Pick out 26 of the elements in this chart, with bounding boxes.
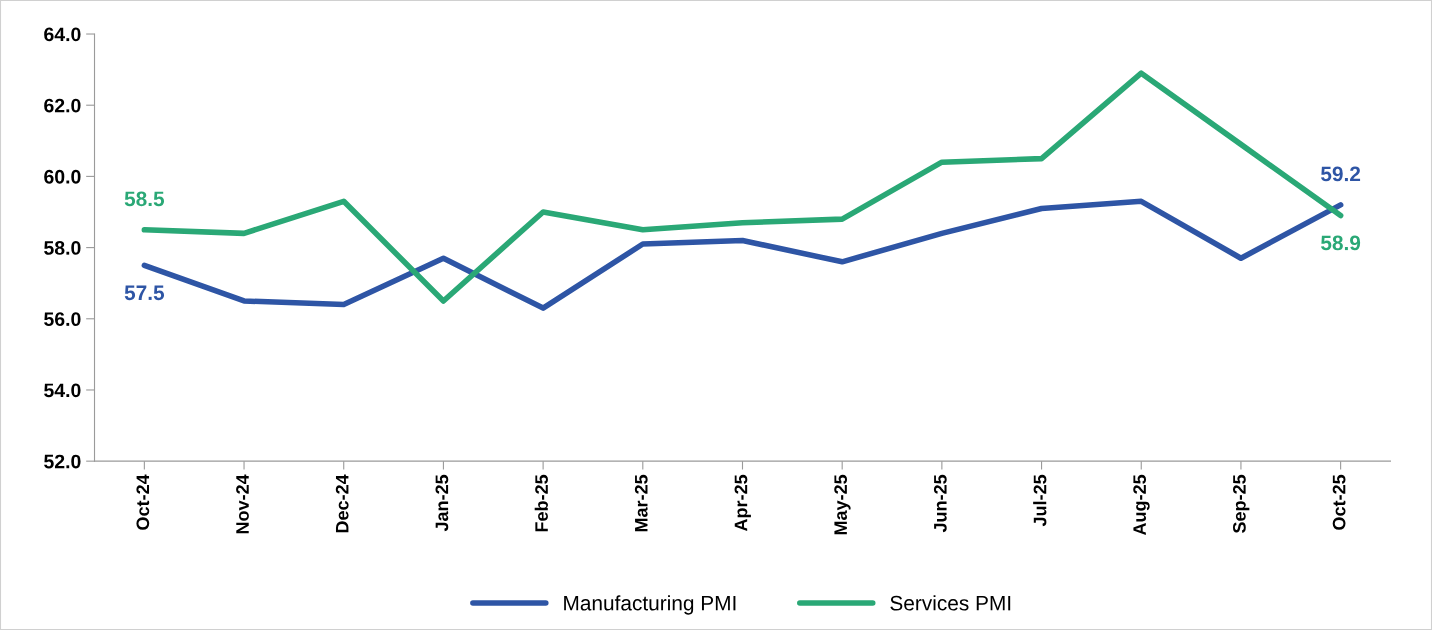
x-tick-label: Jun-25 xyxy=(933,474,947,533)
data-label: 58.9 xyxy=(1321,235,1361,251)
x-tick-label: Dec-24 xyxy=(335,474,349,533)
y-tick-label: 60.0 xyxy=(44,169,81,184)
x-tick-label: Oct-24 xyxy=(136,474,150,530)
x-tick-label: Oct-25 xyxy=(1332,474,1346,530)
data-label: 58.5 xyxy=(124,191,165,207)
x-tick-label: Apr-25 xyxy=(734,474,751,532)
x-tick-label: Sep-25 xyxy=(1233,474,1250,534)
x-tick-label: Jan-25 xyxy=(435,474,449,532)
y-tick-label: 56.0 xyxy=(44,312,81,327)
y-tick-label: 54.0 xyxy=(44,383,81,398)
x-tick-label: Jul-25 xyxy=(1033,474,1047,527)
data-label: 57.5 xyxy=(124,285,165,301)
x-tick-label: Aug-25 xyxy=(1133,474,1150,536)
y-tick-label: 64.0 xyxy=(44,27,81,42)
x-tick-label: Mar-25 xyxy=(634,474,648,532)
x-tick-label: Feb-25 xyxy=(534,474,548,532)
legend-label: Manufacturing PMI xyxy=(564,595,736,615)
data-label: 59.2 xyxy=(1321,166,1361,182)
y-tick-label: 52.0 xyxy=(44,454,81,469)
x-tick-label: Nov-24 xyxy=(236,474,249,534)
x-tick-label: May-25 xyxy=(834,474,851,535)
y-tick-label: 62.0 xyxy=(44,98,81,113)
legend-label: Services PMI xyxy=(890,595,1011,611)
y-tick-label: 58.0 xyxy=(44,241,81,255)
